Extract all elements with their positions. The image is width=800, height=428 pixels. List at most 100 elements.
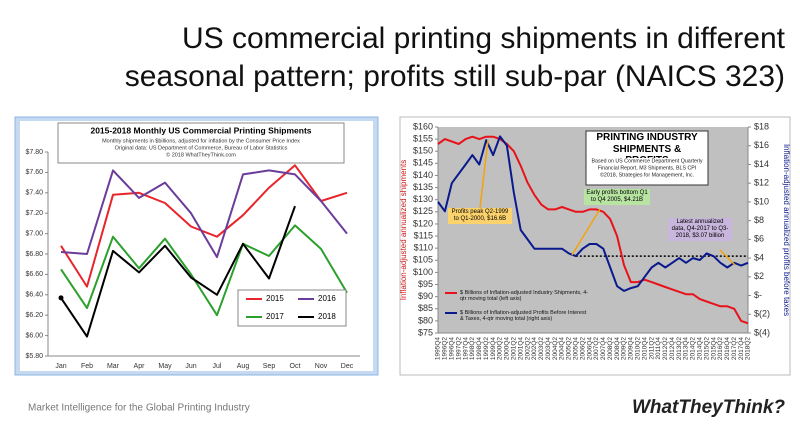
x-tick-label: 2012Q2 — [662, 337, 669, 361]
y2-tick-label: $14 — [754, 159, 769, 169]
y2-tick-label: $6 — [754, 234, 764, 244]
x-tick-label: 2004Q2 — [552, 337, 559, 361]
x-tick-label: Sep — [263, 363, 276, 370]
annotation: Profits peak Q2-1999 to Q1-2000, $16.6B — [448, 208, 512, 224]
y-tick-label: $7.60 — [25, 169, 43, 176]
x-tick-label: 1999Q4 — [490, 337, 497, 361]
annotation: Latest annualized data, Q4-2017 to Q3-20… — [668, 218, 732, 241]
y-tick-label: $5.80 — [25, 353, 43, 360]
chart-subtitle: © 2018 WhatTheyThink.com — [166, 151, 236, 158]
y-axis-label: Inflation-adjusted annualized shipments — [399, 160, 408, 301]
x-tick-label: 1998Q2 — [469, 337, 476, 361]
x-tick-label: 2015Q4 — [710, 337, 717, 361]
y2-tick-label: $2 — [754, 271, 764, 281]
x-tick-label: Oct — [290, 363, 301, 370]
x-tick-label: 2000Q2 — [497, 337, 504, 361]
annotation-box: Early profits bottom Q1 to Q4 2005, $4.2… — [584, 189, 650, 205]
x-tick-label: 2008Q2 — [607, 337, 614, 361]
x-tick-label: 1997Q2 — [455, 337, 462, 361]
x-tick-label: 2009Q2 — [621, 337, 628, 361]
x-tick-label: Feb — [81, 363, 93, 370]
x-tick-label: 2004Q4 — [559, 337, 566, 361]
x-tick-label: 2010Q2 — [634, 337, 641, 361]
y2-tick-label: $18 — [754, 121, 769, 131]
y-tick-label: $80 — [418, 315, 433, 325]
legend-label-box: $ Billions of Inflation-adjusted Profits… — [460, 310, 587, 323]
x-tick-label: 2008Q4 — [614, 337, 621, 361]
y-tick-label: $6.20 — [25, 312, 43, 319]
y-tick-label: $6.00 — [25, 332, 43, 339]
legend-label: 2018 — [318, 312, 336, 321]
legend-label: 2015 — [266, 294, 284, 303]
x-tick-label: Nov — [315, 363, 328, 370]
x-tick-label: 2005Q4 — [572, 337, 579, 361]
chart-title: 2015-2018 Monthly US Commercial Printing… — [90, 125, 311, 135]
x-tick-label: 2006Q2 — [579, 337, 586, 361]
y-tick-label: $6.80 — [25, 251, 43, 258]
y2-tick-label: $10 — [754, 196, 769, 206]
x-tick-label: 2011Q2 — [648, 337, 655, 360]
x-tick-label: Apr — [134, 363, 146, 370]
title-box — [57, 122, 345, 164]
y2-tick-label: $16 — [754, 140, 769, 150]
y-tick-label: $6.40 — [25, 292, 43, 299]
annotation-arrow — [571, 208, 601, 256]
y2-tick-label: $4 — [754, 252, 764, 262]
series-line — [60, 224, 348, 317]
y-tick-label: $115 — [414, 230, 433, 240]
x-tick-label: 2018Q2 — [745, 337, 752, 361]
y2-tick-label: $(4) — [754, 327, 770, 337]
chart-subtitle: Financial Report, M3 Shipments, BLS CPI — [598, 165, 697, 171]
legend-label-box: $ Billions of Inflation-adjusted Industr… — [460, 290, 588, 302]
x-tick-label: 2003Q2 — [538, 337, 545, 361]
annotation: Early profits bottom Q1 to Q4 2005, $4.2… — [584, 189, 650, 205]
x-tick-label: 2001Q4 — [517, 337, 524, 361]
series-line — [60, 205, 296, 338]
x-tick-label: 2012Q4 — [669, 337, 676, 361]
y-tick-label: $105 — [413, 255, 433, 265]
y-tick-label: $75 — [418, 327, 433, 337]
x-tick-label: 2009Q4 — [628, 337, 635, 361]
y-tick-label: $135 — [413, 182, 433, 192]
x-tick-label: Jul — [213, 363, 222, 370]
x-tick-label: Jan — [55, 363, 66, 370]
x-tick-label: 1996Q4 — [448, 337, 455, 361]
annotation-box: Latest annualized data, Q4-2017 to Q3-20… — [668, 218, 732, 241]
y2-tick-label: $12 — [754, 178, 769, 188]
x-tick-label: 2013Q2 — [676, 337, 683, 361]
slide-title: seasonal pattern; profits still sub-par … — [125, 60, 785, 93]
x-tick-label: 1999Q2 — [483, 337, 490, 361]
x-tick-label: 2002Q2 — [524, 337, 531, 361]
x-tick-label: 2017Q2 — [731, 337, 738, 361]
y2-tick-label: $8 — [754, 215, 764, 225]
x-tick-label: 2013Q4 — [683, 337, 690, 361]
y-tick-label: $130 — [413, 194, 433, 204]
x-tick-label: 2007Q4 — [600, 337, 607, 361]
x-tick-label: 1996Q2 — [442, 337, 449, 361]
x-tick-label: 2002Q4 — [531, 337, 538, 361]
footer: Market Intelligence for the Global Print… — [28, 403, 250, 414]
chart-title-box: PRINTING INDUSTRY SHIPMENTS & PROFITS — [596, 132, 698, 158]
y-tick-label: $6.60 — [25, 271, 43, 278]
x-tick-label: Aug — [237, 363, 250, 370]
x-tick-label: 2007Q2 — [593, 337, 600, 361]
logo: WhatTheyThink? — [632, 397, 785, 418]
x-tick-label: Mar — [107, 363, 120, 370]
x-tick-label: 2011Q4 — [655, 337, 662, 360]
x-tick-label: 2015Q2 — [703, 337, 710, 361]
chart-subtitle: Based on US Commerce Department Quarterl… — [592, 158, 703, 164]
series-line — [60, 164, 348, 288]
start-marker — [58, 295, 64, 301]
legend-label: 2016 — [318, 294, 336, 303]
x-tick-label: 2001Q2 — [510, 337, 517, 361]
y-tick-label: $7.00 — [25, 230, 43, 237]
y-tick-label: $140 — [413, 170, 433, 180]
chart-title: PRINTING INDUSTRY SHIPMENTS & PROFITS — [596, 132, 698, 158]
y2-tick-label: $- — [754, 290, 762, 300]
legend-label: $ Billions of Inflation-adjusted Profits… — [460, 310, 587, 323]
y-tick-label: $7.40 — [25, 190, 43, 197]
slide-title: US commercial printing shipments in diff… — [182, 22, 786, 55]
x-tick-label: Jun — [185, 363, 196, 370]
